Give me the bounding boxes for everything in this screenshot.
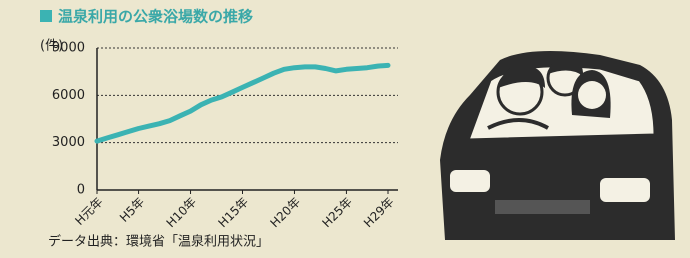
page: 温泉利用の公衆浴場数の推移 (件) データ出典：環境省「温泉利用状況」 0300… bbox=[0, 0, 690, 258]
chart-title: 温泉利用の公衆浴場数の推移 bbox=[58, 8, 253, 26]
y-tick-label: 3000 bbox=[52, 135, 85, 150]
y-tick-label: 9000 bbox=[52, 41, 85, 56]
source-note: データ出典：環境省「温泉利用状況」 bbox=[48, 234, 269, 250]
y-tick-label: 6000 bbox=[52, 88, 85, 103]
title-marker bbox=[40, 10, 52, 22]
y-tick-label: 0 bbox=[77, 183, 85, 198]
chart: 温泉利用の公衆浴場数の推移 (件) データ出典：環境省「温泉利用状況」 0300… bbox=[0, 0, 690, 258]
